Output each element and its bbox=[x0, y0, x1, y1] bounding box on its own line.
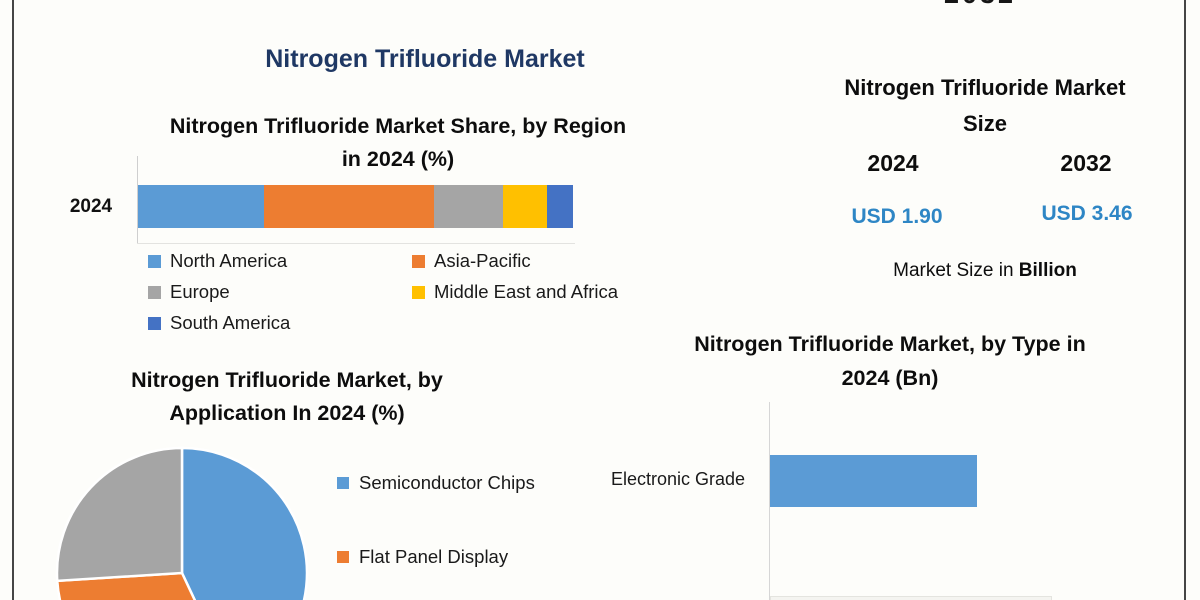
legend-label: Europe bbox=[170, 281, 230, 302]
legend-label: North America bbox=[170, 250, 288, 271]
market-size-footnote: Market Size in Billion bbox=[835, 260, 1135, 282]
type-chart-title: Nitrogen Trifluoride Market, by Type in … bbox=[660, 327, 1120, 395]
region-bar-segment bbox=[503, 185, 547, 228]
region-bar-segment bbox=[264, 185, 434, 228]
market-size-value-2032: USD 3.46 bbox=[1041, 202, 1133, 225]
legend-item: North America bbox=[148, 250, 412, 272]
application-chart-title: Nitrogen Trifluoride Market, by Applicat… bbox=[59, 364, 515, 430]
region-axis-category: 2024 bbox=[69, 196, 113, 217]
market-size-title-line1: Nitrogen Trifluoride Market bbox=[844, 75, 1126, 100]
legend-marker bbox=[337, 477, 349, 489]
region-bar-segment bbox=[546, 185, 573, 228]
legend-item: South America bbox=[148, 312, 412, 334]
legend-label: South America bbox=[170, 312, 291, 333]
market-size-year-2032: 2032 bbox=[1060, 150, 1112, 176]
legend-item: Semiconductor Chips bbox=[337, 471, 535, 495]
market-size-value-2024: USD 1.90 bbox=[851, 205, 943, 228]
application-chart-title-line1: Nitrogen Trifluoride Market, by bbox=[131, 368, 443, 392]
market-size-year-2024: 2024 bbox=[867, 150, 919, 176]
legend-label: Semiconductor Chips bbox=[359, 472, 535, 493]
region-horizontal-axis-line bbox=[137, 243, 575, 244]
legend-marker bbox=[148, 316, 161, 330]
region-chart-title-line1: Nitrogen Trifluoride Market Share, by Re… bbox=[169, 114, 627, 138]
region-chart-title: Nitrogen Trifluoride Market Share, by Re… bbox=[120, 110, 676, 176]
legend-marker bbox=[337, 551, 349, 563]
market-size-footnote-regular: Market Size in bbox=[893, 260, 1019, 281]
legend-marker bbox=[412, 254, 425, 268]
pie-slice bbox=[180, 446, 309, 600]
left-border-line bbox=[12, 0, 14, 600]
type-chart-title-line2: 2024 (Bn) bbox=[841, 366, 939, 390]
market-size-footnote-bold: Billion bbox=[1018, 260, 1077, 281]
page-title: Nitrogen Trifluoride Market bbox=[265, 45, 585, 73]
legend-label: Flat Panel Display bbox=[359, 546, 509, 567]
region-legend: North America Asia-Pacific Europe Middle Ea… bbox=[148, 250, 678, 334]
cropped-top-label: 2032 bbox=[944, 0, 1016, 10]
application-legend: Semiconductor Chips Flat Panel Display bbox=[337, 471, 535, 569]
type-chart-title-line1: Nitrogen Trifluoride Market, by Type in bbox=[694, 332, 1086, 356]
legend-marker bbox=[148, 285, 161, 299]
legend-item: Middle East and Africa bbox=[412, 281, 678, 303]
type-plot-area bbox=[769, 402, 1161, 600]
legend-marker bbox=[148, 254, 161, 268]
type-axis-category: Electronic Grade bbox=[610, 469, 745, 489]
legend-label: Middle East and Africa bbox=[434, 281, 619, 302]
type-bar-electronic-grade bbox=[770, 455, 978, 507]
region-bar-segment bbox=[138, 185, 265, 228]
region-chart-title-line2: in 2024 (%) bbox=[341, 147, 455, 171]
region-bar-segment bbox=[433, 185, 504, 228]
region-vertical-axis-line bbox=[137, 156, 138, 244]
market-size-title-line2: Size bbox=[962, 111, 1008, 136]
right-border-line bbox=[1184, 0, 1186, 600]
legend-item: Asia-Pacific bbox=[412, 250, 678, 272]
legend-label: Asia-Pacific bbox=[434, 250, 531, 271]
type-bar-cropped-second bbox=[770, 596, 1052, 600]
application-chart-title-line2: Application In 2024 (%) bbox=[169, 401, 405, 425]
legend-marker bbox=[412, 285, 425, 299]
legend-item: Flat Panel Display bbox=[337, 545, 535, 569]
market-size-title: Nitrogen Trifluoride Market Size bbox=[815, 70, 1155, 142]
legend-item: Europe bbox=[148, 281, 412, 303]
application-pie-svg bbox=[55, 446, 309, 600]
region-stacked-bar bbox=[138, 185, 573, 228]
pie-slice bbox=[55, 446, 184, 583]
